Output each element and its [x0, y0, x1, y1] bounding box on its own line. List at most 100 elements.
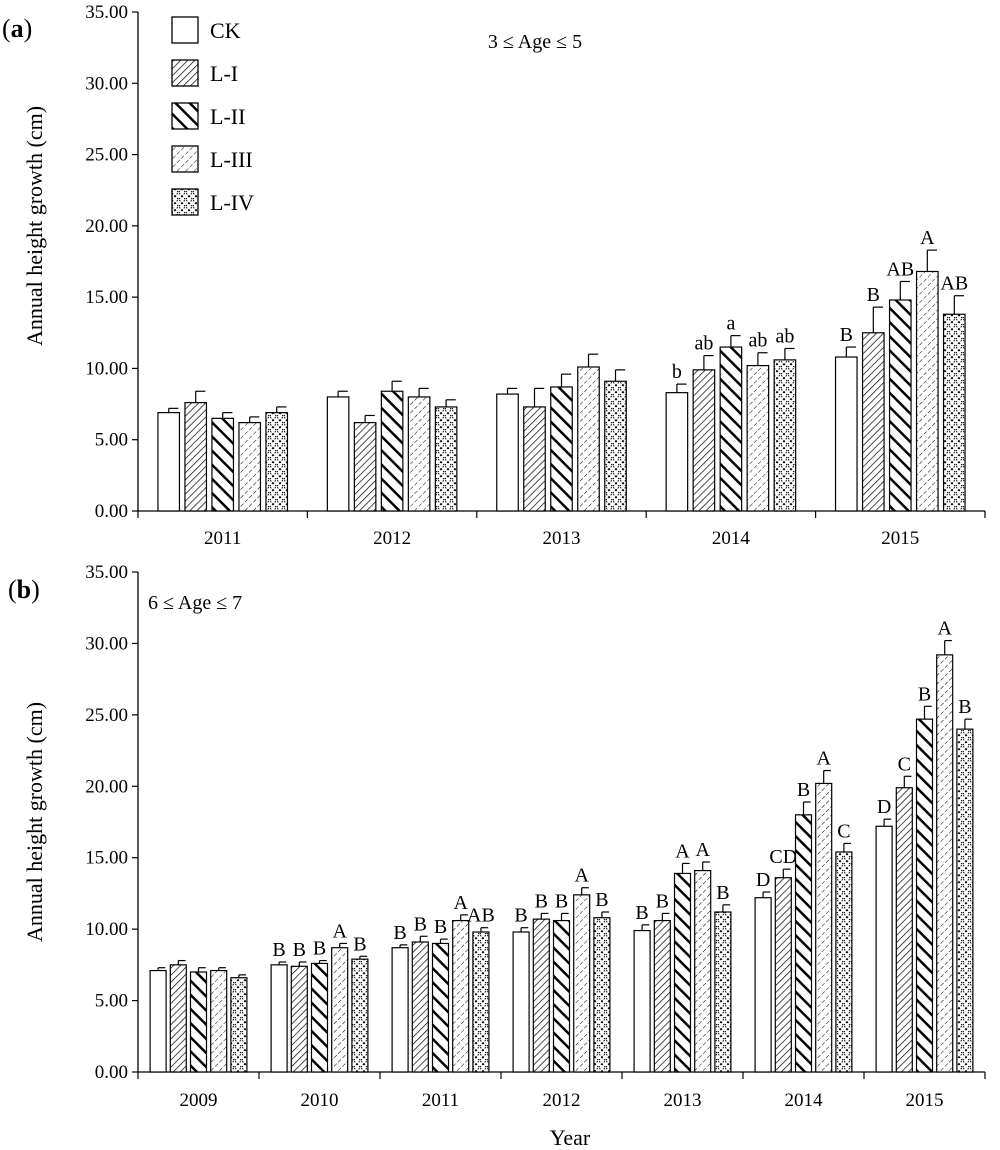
significance-label: B — [958, 696, 971, 718]
y-tick-label: 10.00 — [85, 919, 128, 940]
bar — [875, 825, 893, 1073]
bar — [157, 412, 181, 512]
y-tick-label: 30.00 — [85, 633, 128, 654]
bar — [895, 787, 913, 1073]
significance-label: B — [514, 905, 527, 927]
significance-label: C — [837, 820, 850, 842]
bar — [861, 332, 885, 512]
x-tick-label: 2012 — [543, 1090, 581, 1111]
bar — [149, 969, 167, 1073]
legend-label: L-IV — [210, 190, 254, 215]
bar — [380, 390, 404, 512]
y-tick-label: 30.00 — [85, 73, 128, 94]
x-tick-label: 2012 — [373, 528, 411, 549]
significance-label: B — [535, 890, 548, 912]
panel-a-subtitle: 3 ≤ Age ≤ 5 — [488, 31, 582, 53]
bar — [210, 969, 228, 1073]
significance-label: B — [293, 939, 306, 961]
bar — [230, 977, 248, 1073]
bar — [936, 654, 954, 1073]
bar — [184, 402, 208, 512]
significance-label: A — [574, 865, 589, 887]
panel-a-letter: a — [11, 14, 24, 43]
bar — [431, 942, 450, 1073]
significance-label: AB — [940, 273, 968, 295]
significance-label: B — [555, 890, 568, 912]
significance-label: b — [672, 361, 682, 383]
y-tick-label: 5.00 — [95, 430, 128, 451]
significance-label: a — [726, 313, 735, 335]
bar — [815, 782, 833, 1073]
significance-label: B — [656, 890, 669, 912]
significance-label: B — [635, 902, 648, 924]
legend-label: L-II — [210, 104, 245, 129]
significance-label: B — [313, 938, 326, 960]
x-tick-label: 2013 — [664, 1090, 702, 1111]
legend-swatch — [171, 102, 199, 130]
bar — [169, 964, 187, 1073]
significance-label: D — [877, 796, 891, 818]
y-tick-label: 0.00 — [95, 501, 128, 522]
significance-label: B — [867, 284, 880, 306]
bar — [270, 964, 288, 1073]
bar — [523, 406, 546, 512]
panel-b-label: (b) — [8, 575, 40, 604]
significance-label: B — [918, 683, 931, 705]
bar — [496, 393, 519, 512]
x-tick-label: 2010 — [301, 1090, 339, 1111]
bar — [310, 962, 329, 1073]
bar — [794, 814, 813, 1073]
legend-swatch — [171, 145, 199, 173]
y-tick-label: 10.00 — [85, 358, 128, 379]
significance-label: B — [797, 779, 810, 801]
panel-a-ylabel: Annual height growth (cm) — [22, 106, 47, 346]
significance-label: AB — [467, 905, 495, 927]
panel-a-plot: 0.00 5.00 10.00 15.00 20.00 25.00 30.00 35.00 20… — [85, 2, 986, 549]
significance-label: AB — [886, 258, 914, 280]
bar — [653, 919, 671, 1073]
bar — [746, 364, 770, 512]
x-tick-label: 2013 — [543, 528, 581, 549]
significance-label: A — [816, 748, 831, 770]
x-tick-label: 2015 — [906, 1090, 944, 1111]
bar — [290, 965, 308, 1073]
legend-swatch — [171, 188, 199, 216]
bar — [956, 728, 974, 1073]
x-axis-title: Year — [550, 1125, 591, 1150]
y-tick-label: 20.00 — [85, 776, 128, 797]
bar — [915, 270, 939, 512]
bar — [407, 396, 431, 512]
bar — [326, 396, 350, 512]
significance-label: ab — [694, 333, 713, 355]
bar — [452, 919, 470, 1073]
significance-label: A — [920, 227, 935, 249]
bar — [351, 958, 369, 1073]
bar — [573, 894, 591, 1073]
y-tick-label: 35.00 — [85, 562, 128, 583]
significance-label: A — [937, 618, 952, 640]
bar — [434, 406, 458, 512]
y-tick-label: 35.00 — [85, 2, 128, 23]
significance-label: A — [695, 839, 710, 861]
bar — [593, 917, 611, 1073]
panel-b-letter: b — [17, 575, 31, 604]
legend-label: L-III — [210, 147, 253, 172]
significance-label: B — [414, 913, 427, 935]
y-tick-label: 25.00 — [85, 145, 128, 166]
bar — [532, 918, 550, 1073]
y-tick-label: 15.00 — [85, 287, 128, 308]
significance-label: B — [272, 939, 285, 961]
bar — [211, 417, 235, 512]
significance-label: ab — [775, 325, 794, 347]
bar — [714, 911, 732, 1073]
legend: CK L-I L-II L-III L-IV — [171, 16, 254, 216]
bar — [633, 929, 651, 1073]
significance-label: D — [756, 869, 770, 891]
panel-a-label: (a) — [2, 14, 32, 43]
panel-b: (b) 6 ≤ Age ≤ 7 Annual height growth (cm… — [8, 562, 986, 1150]
bar — [665, 392, 689, 512]
bar — [331, 947, 349, 1073]
bar — [604, 380, 627, 512]
bar — [391, 947, 409, 1073]
